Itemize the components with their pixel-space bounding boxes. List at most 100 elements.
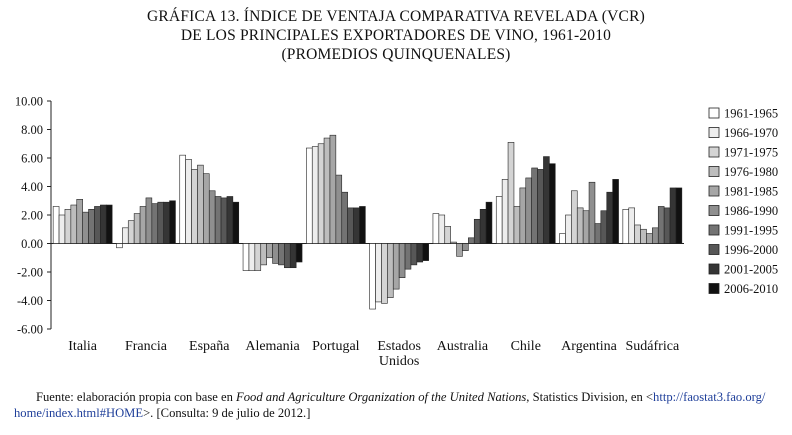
bar-francia-1986-1990 <box>145 197 153 244</box>
bar-australia-1986-1990 <box>462 243 469 251</box>
bar-estados-unidos-2001-2005 <box>416 243 424 263</box>
legend-label-1996-2000: 1996-2000 <box>724 243 778 257</box>
bar-chile-2006-2010 <box>549 163 556 244</box>
bar-portugal-2001-2005 <box>353 207 360 244</box>
x-tick-label-australia: Australia <box>437 339 489 354</box>
bar-australia-2006-2010 <box>485 201 493 244</box>
legend-swatch-1966-1970 <box>708 127 720 138</box>
legend-swatch-1971-1975 <box>708 146 720 158</box>
bar-espana-2001-2005 <box>226 196 234 244</box>
bar-italia-2001-2005 <box>100 204 107 244</box>
legend-swatch-1976-1980 <box>708 166 720 177</box>
bar-italia-1966-1970 <box>58 214 66 244</box>
bar-portugal-1981-1985 <box>329 134 337 244</box>
bar-francia-1981-1985 <box>139 206 147 244</box>
bar-sudafrica-2006-2010 <box>675 187 683 244</box>
y-tick-label: 2.00 <box>21 208 43 222</box>
bar-estados-unidos-1961-1965 <box>369 243 376 310</box>
source-note: Fuente: elaboración propia con base en F… <box>14 389 784 421</box>
x-tick-label-espana: España <box>189 339 230 354</box>
bar-portugal-1996-2000 <box>347 207 354 244</box>
legend-label-1976-1980: 1976-1980 <box>724 165 778 179</box>
x-tick-label-alemania: Alemania <box>245 339 300 354</box>
legend-label-1971-1975: 1971-1975 <box>724 146 778 160</box>
bar-sudafrica-1976-1980 <box>640 228 647 244</box>
bar-estados-unidos-1966-1970 <box>375 243 382 303</box>
x-tick-label-francia: Francia <box>125 339 168 354</box>
bar-australia-2001-2005 <box>479 209 487 244</box>
bar-australia-1976-1980 <box>450 241 457 244</box>
bar-italia-1976-1980 <box>70 204 78 244</box>
legend-label-1986-1990: 1986-1990 <box>724 204 778 218</box>
bar-estados-unidos-1986-1990 <box>398 243 406 279</box>
bar-chile-1961-1965 <box>495 196 503 244</box>
bar-portugal-2006-2010 <box>359 206 366 244</box>
bar-chile-1976-1980 <box>513 206 521 244</box>
bar-alemania-1976-1980 <box>260 243 267 266</box>
bar-portugal-1986-1990 <box>335 174 343 244</box>
bar-portugal-1976-1980 <box>323 137 331 244</box>
x-tick-label-portugal: Portugal <box>312 339 360 354</box>
bar-italia-1961-1965 <box>52 206 60 244</box>
bar-italia-1971-1975 <box>64 209 72 244</box>
y-tick-label: 0.00 <box>21 237 43 251</box>
y-tick-label: 10.00 <box>15 94 43 108</box>
bar-australia-1981-1985 <box>456 243 463 257</box>
bar-sudafrica-1971-1975 <box>634 224 641 244</box>
bar-espana-1986-1990 <box>208 190 216 244</box>
source-url-part-1[interactable]: http://faostat3.fao.org/ <box>653 390 766 404</box>
legend-label-1961-1965: 1961-1965 <box>724 107 778 121</box>
bar-argentina-1981-1985 <box>582 210 590 244</box>
bar-australia-1966-1970 <box>438 214 446 244</box>
bar-espana-2006-2010 <box>232 201 240 244</box>
chart-title-line-3: (PROMEDIOS QUINQUENALES) <box>281 46 511 63</box>
y-tick-label: 6.00 <box>21 151 43 165</box>
bar-argentina-1971-1975 <box>571 190 578 244</box>
bar-espana-1981-1985 <box>203 173 210 244</box>
bar-sudafrica-1986-1990 <box>652 227 659 244</box>
bar-portugal-1961-1965 <box>306 147 313 244</box>
bar-espana-1991-1995 <box>214 196 222 244</box>
source-suffix: >. [Consulta: 9 de julio de 2012.] <box>143 406 311 420</box>
bar-chile-1971-1975 <box>507 142 515 244</box>
bar-argentina-1986-1990 <box>588 181 596 244</box>
bar-sudafrica-2001-2005 <box>669 187 677 244</box>
source-mid: , Statistics Division, en < <box>526 390 654 404</box>
chart-title-line-2: DE LOS PRINCIPALES EXPORTADORES DE VINO,… <box>180 27 612 44</box>
bar-alemania-1986-1990 <box>272 243 279 264</box>
bar-portugal-1966-1970 <box>311 146 319 244</box>
bar-chile-1966-1970 <box>501 179 509 244</box>
bar-estados-unidos-1971-1975 <box>381 243 388 304</box>
bar-estados-unidos-1991-1995 <box>404 243 412 270</box>
legend-swatch-2001-2005 <box>708 263 720 275</box>
bar-alemania-1996-2000 <box>284 243 291 269</box>
bar-francia-2001-2005 <box>163 201 170 244</box>
bar-espana-1996-2000 <box>220 197 228 244</box>
bar-italia-1981-1985 <box>76 199 83 244</box>
source-prefix: Fuente: elaboración propia con base en <box>36 390 233 404</box>
bar-alemania-1966-1970 <box>248 243 256 271</box>
chart-title: GRÁFICA 13. ÍNDICE DE VENTAJA COMPARATIV… <box>0 7 792 64</box>
legend-swatch-1981-1985 <box>708 185 720 197</box>
bar-francia-1976-1980 <box>133 213 141 244</box>
bar-sudafrica-1966-1970 <box>628 207 635 244</box>
legend-label-1981-1985: 1981-1985 <box>724 185 778 199</box>
y-tick-label: -2.00 <box>17 265 43 279</box>
bar-estados-unidos-1976-1980 <box>387 243 394 298</box>
bar-sudafrica-1991-1995 <box>657 206 665 244</box>
legend-swatch-1991-1995 <box>708 224 720 236</box>
bar-alemania-1971-1975 <box>254 243 262 271</box>
x-tick-label-estados-unidos: Estados <box>377 339 421 354</box>
bar-alemania-1981-1985 <box>266 243 273 259</box>
bar-espana-1966-1970 <box>185 159 192 244</box>
bar-estados-unidos-1996-2000 <box>410 243 418 266</box>
legend-swatch-1986-1990 <box>708 205 720 216</box>
y-tick-label: 4.00 <box>21 180 43 194</box>
source-organization: Food and Agriculture Organization of the… <box>236 390 527 404</box>
bar-sudafrica-1981-1985 <box>646 233 653 244</box>
bar-italia-1986-1990 <box>82 211 89 244</box>
source-url-part-2[interactable]: home/index.html#HOME <box>14 406 144 420</box>
bar-chile-1996-2000 <box>537 169 544 244</box>
bar-italia-1996-2000 <box>94 206 101 244</box>
bar-argentina-1976-1980 <box>576 207 584 244</box>
